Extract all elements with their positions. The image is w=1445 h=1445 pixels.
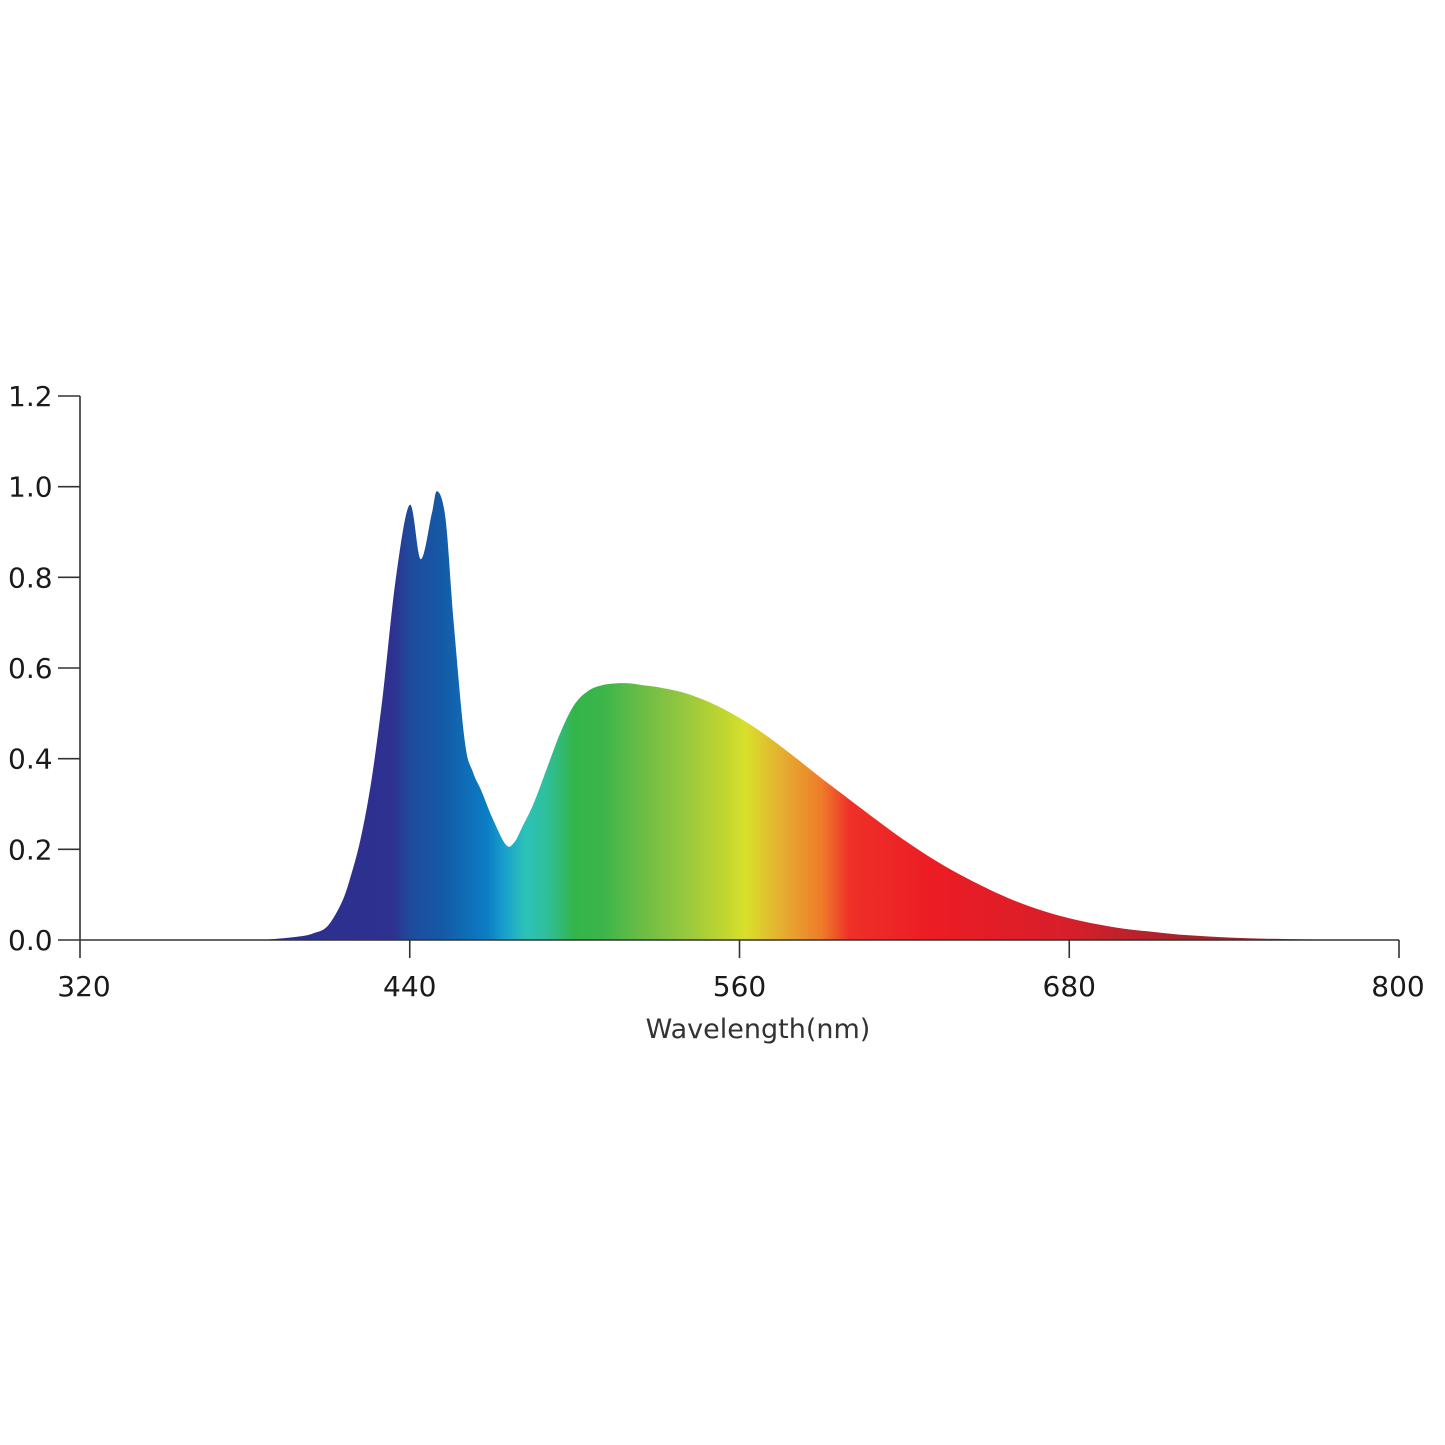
x-tick-label: 680 bbox=[1043, 970, 1096, 1003]
x-tick-label: 800 bbox=[1371, 970, 1424, 1003]
y-tick-label: 1.2 bbox=[8, 380, 53, 413]
x-tick-label: 320 bbox=[57, 970, 110, 1003]
y-tick-label: 0.8 bbox=[8, 561, 53, 594]
x-axis-ticks: 320 440 560 680 800 bbox=[57, 940, 1425, 1003]
y-tick-label: 0.6 bbox=[8, 652, 53, 685]
y-axis-ticks: 0.0 0.2 0.4 0.6 0.8 1.0 1.2 bbox=[8, 380, 80, 957]
x-tick-label: 440 bbox=[383, 970, 436, 1003]
y-tick-label: 1.0 bbox=[8, 471, 53, 504]
x-tick-label: 560 bbox=[713, 970, 766, 1003]
y-tick-label: 0.0 bbox=[8, 924, 53, 957]
y-tick-label: 0.2 bbox=[8, 833, 53, 866]
x-axis-title: Wavelength(nm) bbox=[646, 1014, 871, 1045]
spectrum-area bbox=[80, 491, 1399, 940]
y-tick-label: 0.4 bbox=[8, 743, 53, 776]
